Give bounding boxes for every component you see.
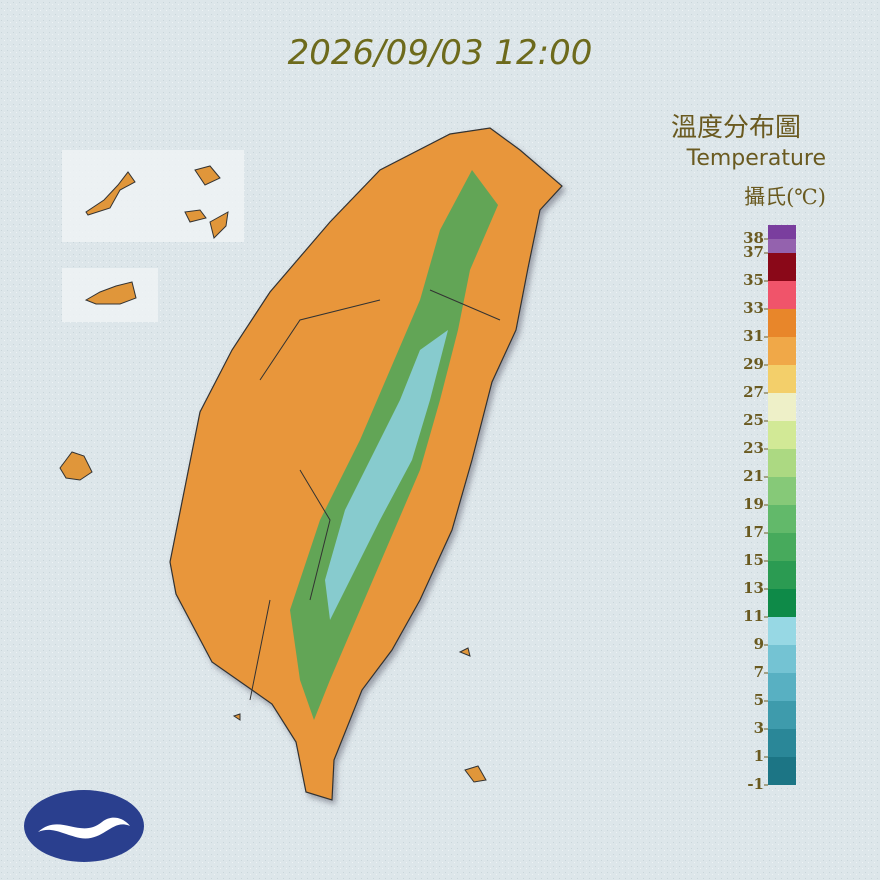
- legend-band: [768, 757, 796, 785]
- taiwan-island: [169, 127, 563, 801]
- inset-islands: [59, 150, 487, 783]
- legend-band: [768, 449, 796, 477]
- legend-band: [768, 589, 796, 617]
- legend-band: [768, 617, 796, 645]
- legend-band: [768, 225, 796, 239]
- legend-tick-label: 25: [743, 411, 764, 429]
- legend-band: [768, 421, 796, 449]
- legend-tick-label: 37: [743, 243, 764, 261]
- legend-band: [768, 309, 796, 337]
- legend-band: [768, 673, 796, 701]
- legend-tick-label: 33: [743, 299, 764, 317]
- legend-tick-label: 9: [754, 635, 764, 653]
- legend-tick-label: 29: [743, 355, 764, 373]
- legend-band: [768, 393, 796, 421]
- legend-tick-label: -1: [747, 775, 764, 793]
- legend-tick-label: 27: [743, 383, 764, 401]
- legend-tick-label: 7: [754, 663, 764, 681]
- legend-tick-label: 21: [743, 467, 764, 485]
- legend-tick-label: 3: [754, 719, 764, 737]
- legend-tick-label: 17: [743, 523, 764, 541]
- legend-band: [768, 505, 796, 533]
- timestamp: 2026/09/03 12:00: [288, 33, 593, 73]
- legend-tick-label: 1: [754, 747, 764, 765]
- legend-unit: 攝氏(℃): [744, 185, 826, 209]
- legend-band: [768, 729, 796, 757]
- legend-band: [768, 533, 796, 561]
- legend-band: [768, 239, 796, 253]
- legend-tick-label: 13: [743, 579, 764, 597]
- legend-subtitle: Temperature: [686, 146, 826, 171]
- legend-band: [768, 645, 796, 673]
- legend-tick-label: 38: [743, 229, 764, 247]
- legend-tick-label: 11: [743, 607, 764, 625]
- legend-band: [768, 701, 796, 729]
- legend-tick-label: 19: [743, 495, 764, 513]
- legend-band: [768, 253, 796, 281]
- legend-band: [768, 365, 796, 393]
- legend-band: [768, 281, 796, 309]
- legend-tick-label: 23: [743, 439, 764, 457]
- legend-tick-label: 31: [743, 327, 764, 345]
- cwa-logo: [24, 790, 144, 862]
- legend-band: [768, 561, 796, 589]
- legend-tick-label: 15: [743, 551, 764, 569]
- legend-tick-label: 5: [754, 691, 764, 709]
- legend-band: [768, 337, 796, 365]
- legend-title: 溫度分布圖: [671, 113, 801, 143]
- legend-tick-label: 35: [743, 271, 764, 289]
- legend-band: [768, 477, 796, 505]
